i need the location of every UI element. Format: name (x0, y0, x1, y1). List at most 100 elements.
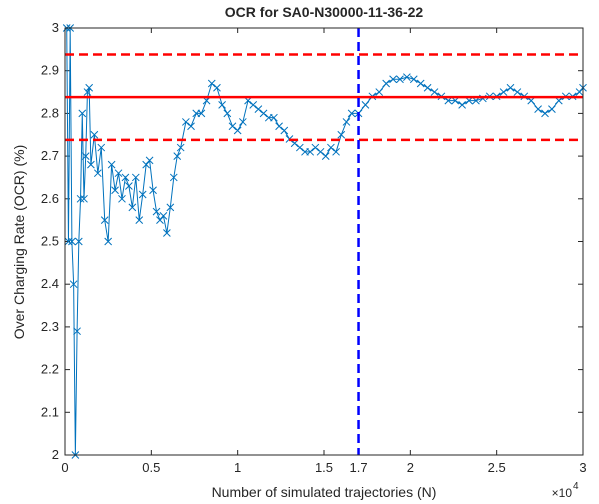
data-marker (187, 122, 195, 131)
data-marker (107, 160, 116, 169)
data-marker (100, 216, 109, 225)
data-marker (327, 143, 335, 152)
data-marker (223, 109, 232, 118)
data-marker (169, 173, 178, 182)
y-tick-label: 2.3 (41, 319, 59, 334)
y-axis-label: Over Charging Rate (OCR) (%) (11, 145, 27, 340)
data-marker (111, 186, 119, 195)
data-marker (76, 194, 85, 203)
y-tick-label: 3 (52, 20, 59, 35)
data-marker (197, 109, 206, 118)
data-marker (74, 237, 83, 246)
data-marker (375, 88, 384, 96)
data-marker (218, 101, 226, 109)
data-marker (121, 173, 130, 182)
data-marker (259, 109, 268, 118)
data-marker (249, 101, 258, 109)
data-marker (321, 152, 330, 160)
y-tick-label: 2.6 (41, 191, 59, 206)
data-marker (64, 237, 73, 246)
y-tick-label: 2 (52, 447, 59, 462)
data-marker (233, 126, 242, 135)
data-marker (176, 143, 185, 152)
y-tick-label: 2.9 (41, 63, 59, 78)
data-marker (149, 186, 157, 195)
data-marker (152, 207, 161, 216)
y-tick-label: 2.2 (41, 362, 59, 377)
data-marker (213, 83, 221, 92)
data-marker (506, 83, 515, 92)
data-marker (332, 147, 340, 156)
data-marker (80, 194, 88, 203)
x-tick-label: 0.5 (142, 460, 160, 475)
data-marker (128, 203, 137, 212)
data-marker (316, 147, 325, 156)
y-tick-label: 2.1 (41, 404, 59, 419)
y-tick-label: 2.5 (41, 234, 59, 249)
data-marker (135, 216, 144, 225)
data-marker (396, 75, 404, 84)
x-tick-label: 1.5 (315, 460, 333, 475)
data-marker (295, 143, 304, 152)
data-marker (81, 152, 90, 160)
data-marker (311, 143, 320, 152)
data-marker (389, 75, 397, 84)
data-marker (228, 122, 237, 131)
x-multiplier: ×10 (552, 486, 573, 500)
data-marker (306, 147, 315, 156)
data-marker (68, 237, 76, 246)
data-marker (499, 88, 508, 96)
data-marker (85, 83, 94, 92)
data-marker (207, 79, 216, 88)
x-axis-label: Number of simulated trajectories (N) (212, 484, 437, 500)
data-marker (409, 75, 418, 84)
data-marker (163, 229, 171, 237)
data-marker (97, 143, 106, 152)
data-marker (280, 126, 289, 135)
x-tick-label: 1 (234, 460, 241, 475)
data-marker (458, 101, 466, 109)
data-marker (83, 88, 92, 96)
chart-title: OCR for SA0-N30000-11-36-22 (225, 4, 424, 20)
data-marker (238, 118, 247, 126)
x-tick-label: 2 (407, 460, 414, 475)
data-marker (93, 169, 102, 178)
data-marker (423, 83, 432, 92)
data-marker (104, 237, 113, 246)
data-marker (416, 79, 425, 88)
data-marker (159, 212, 168, 220)
data-marker (90, 130, 99, 139)
y-tick-label: 2.4 (41, 276, 59, 291)
data-marker (342, 118, 351, 126)
data-marker (131, 173, 140, 182)
data-marker (275, 122, 283, 131)
data-marker (347, 109, 356, 118)
data-marker (78, 109, 87, 118)
data-marker (142, 160, 151, 169)
data-marker (118, 194, 126, 203)
data-marker (182, 118, 190, 126)
x-tick-label: 0 (61, 460, 68, 475)
data-marker (173, 152, 182, 160)
data-marker (69, 280, 78, 289)
x-tick-label: 3 (579, 460, 586, 475)
data-marker (430, 88, 439, 96)
data-marker (156, 216, 164, 225)
data-marker (361, 101, 370, 109)
data-marker (575, 88, 584, 96)
data-marker (382, 79, 391, 88)
data-marker (548, 105, 556, 113)
x-multiplier-exponent: 4 (573, 481, 579, 492)
data-marker (87, 160, 95, 169)
data-marker (534, 105, 542, 113)
plot-frame (64, 27, 584, 456)
data-marker (114, 169, 123, 178)
x-tick-label: 2.5 (488, 460, 506, 475)
data-marker (403, 73, 411, 81)
y-tick-label: 2.7 (41, 148, 59, 163)
data-marker (254, 105, 263, 113)
x-tick-label: 1.7 (349, 460, 367, 475)
data-marker (337, 130, 346, 139)
